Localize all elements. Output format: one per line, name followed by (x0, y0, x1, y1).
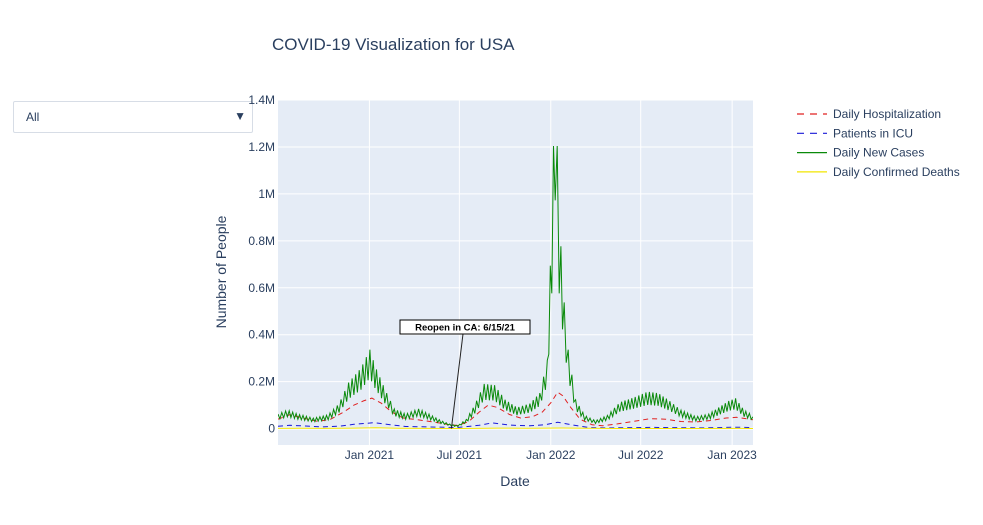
legend-label: Daily New Cases (833, 146, 924, 160)
region-dropdown[interactable]: All ▼ (13, 101, 253, 133)
y-tick-label: 1.2M (248, 140, 275, 154)
legend-label: Daily Hospitalization (833, 107, 941, 121)
y-tick-label: 0.4M (248, 328, 275, 342)
y-tick-label: 0.2M (248, 375, 275, 389)
x-axis-ticks: Jan 2021 Jul 2021 Jan 2022 Jul 2022 Jan 2023 (345, 448, 757, 462)
chevron-down-icon: ▼ (234, 109, 246, 123)
y-tick-label: 0.8M (248, 234, 275, 248)
y-tick-label: 1M (258, 187, 275, 201)
series-lines (278, 145, 753, 430)
legend-label: Daily Confirmed Deaths (833, 165, 960, 179)
x-tick-label: Jul 2021 (437, 448, 483, 462)
series-line-patients-in-icu (278, 421, 753, 429)
y-axis-ticks: 0 0.2M 0.4M 0.6M 0.8M 1M 1.2M 1.4M (248, 93, 275, 436)
y-axis-label: Number of People (213, 215, 229, 328)
series-line-daily-confirmed-deaths (278, 427, 753, 430)
x-tick-label: Jan 2021 (345, 448, 395, 462)
x-axis-label: Date (500, 473, 530, 489)
chart-title: COVID-19 Visualization for USA (272, 35, 515, 54)
plot-area (278, 100, 753, 445)
y-tick-label: 0.6M (248, 281, 275, 295)
y-tick-label: 0 (268, 422, 275, 436)
legend: Daily Hospitalization Patients in ICU Dail… (797, 107, 960, 179)
x-tick-label: Jan 2022 (526, 448, 576, 462)
annotations: Reopen in CA: 6/15/21 (399, 319, 531, 429)
x-tick-label: Jul 2022 (618, 448, 664, 462)
grid (278, 99, 753, 445)
x-tick-label: Jan 2023 (707, 448, 757, 462)
annotation-box (399, 319, 531, 335)
annotation-arrow (450, 333, 464, 429)
series-line-daily-new-cases (278, 145, 753, 428)
annotation-text: Reopen in CA: 6/15/21 (415, 323, 515, 334)
dropdown-selected-label: All (26, 110, 40, 124)
legend-label: Patients in ICU (833, 126, 913, 140)
series-line-daily-hospitalization (278, 391, 753, 427)
y-tick-label: 1.4M (248, 93, 275, 107)
